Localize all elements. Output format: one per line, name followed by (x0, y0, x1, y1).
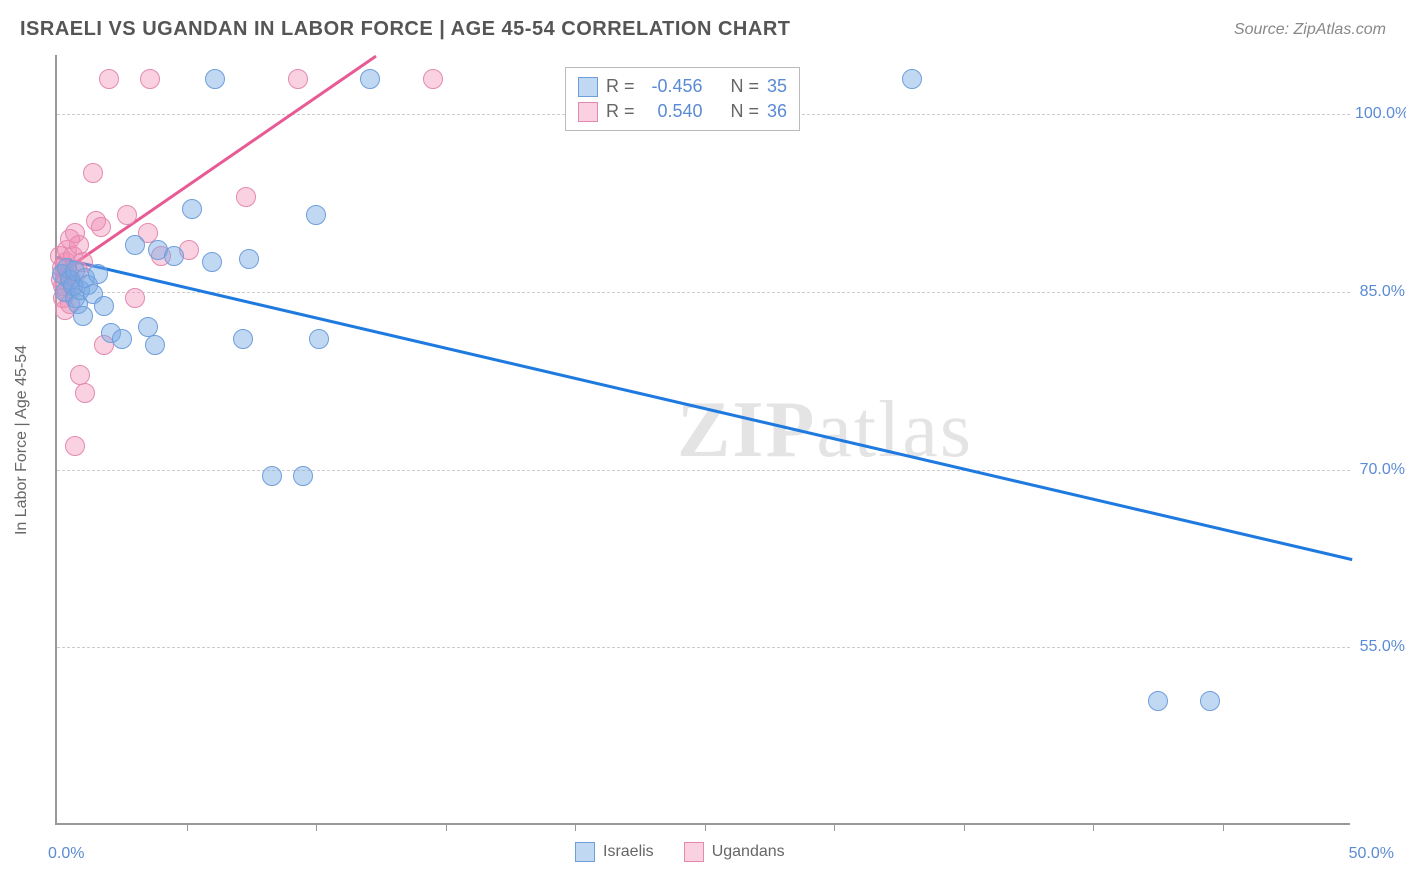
point-israeli (94, 296, 114, 316)
point-ugandan (288, 69, 308, 89)
point-ugandan (65, 436, 85, 456)
y-tick-label: 100.0% (1355, 105, 1405, 123)
x-tick (316, 823, 317, 831)
x-tick (575, 823, 576, 831)
point-israeli (306, 205, 326, 225)
legend-label: Israelis (603, 843, 654, 861)
gridline (57, 470, 1350, 471)
r-value: -0.456 (643, 76, 703, 97)
watermark: ZIPatlas (677, 385, 973, 476)
point-ugandan (91, 217, 111, 237)
source-label: Source: ZipAtlas.com (1234, 21, 1386, 39)
x-tick (834, 823, 835, 831)
point-israeli (902, 69, 922, 89)
point-israeli (145, 335, 165, 355)
point-israeli (125, 235, 145, 255)
trendline-israelis (57, 256, 1353, 561)
r-label: R = (606, 101, 635, 122)
legend-item: Ugandans (684, 842, 785, 862)
legend-label: Ugandans (712, 843, 785, 861)
point-ugandan (125, 288, 145, 308)
point-israeli (88, 264, 108, 284)
point-israeli (233, 329, 253, 349)
y-tick-label: 85.0% (1355, 283, 1405, 301)
point-israeli (239, 249, 259, 269)
y-tick-label: 55.0% (1355, 638, 1405, 656)
point-israeli (1200, 691, 1220, 711)
point-israeli (205, 69, 225, 89)
point-israeli (262, 466, 282, 486)
x-tick (187, 823, 188, 831)
x-tick (1093, 823, 1094, 831)
legend-swatch (578, 102, 598, 122)
point-israeli (182, 199, 202, 219)
point-israeli (360, 69, 380, 89)
r-label: R = (606, 76, 635, 97)
n-label: N = (731, 101, 760, 122)
scatter-plot: ZIPatlas 100.0%85.0%70.0%55.0% (55, 55, 1350, 825)
point-israeli (309, 329, 329, 349)
x-min-label: 0.0% (48, 845, 84, 863)
point-ugandan (69, 235, 89, 255)
point-israeli (202, 252, 222, 272)
point-ugandan (99, 69, 119, 89)
point-ugandan (117, 205, 137, 225)
title-bar: ISRAELI VS UGANDAN IN LABOR FORCE | AGE … (20, 18, 1386, 41)
point-ugandan (83, 163, 103, 183)
legend-swatch (684, 842, 704, 862)
n-value: 35 (767, 76, 787, 97)
point-ugandan (423, 69, 443, 89)
point-israeli (164, 246, 184, 266)
n-label: N = (731, 76, 760, 97)
series-legend: Israelis Ugandans (575, 842, 785, 862)
correlation-stats-box: R = -0.456 N = 35 R = 0.540 N = 36 (565, 67, 800, 131)
point-israeli (73, 306, 93, 326)
x-tick (446, 823, 447, 831)
y-tick-label: 70.0% (1355, 461, 1405, 479)
x-tick (1223, 823, 1224, 831)
stats-row: R = -0.456 N = 35 (578, 74, 787, 99)
chart-title: ISRAELI VS UGANDAN IN LABOR FORCE | AGE … (20, 18, 790, 41)
gridline (57, 647, 1350, 648)
point-ugandan (236, 187, 256, 207)
point-israeli (1148, 691, 1168, 711)
n-value: 36 (767, 101, 787, 122)
legend-swatch (575, 842, 595, 862)
y-axis-title: In Labor Force | Age 45-54 (13, 345, 31, 535)
x-max-label: 50.0% (1349, 845, 1394, 863)
point-israeli (293, 466, 313, 486)
legend-item: Israelis (575, 842, 654, 862)
point-israeli (112, 329, 132, 349)
point-ugandan (140, 69, 160, 89)
x-tick (964, 823, 965, 831)
legend-swatch (578, 77, 598, 97)
watermark-rest: atlas (816, 386, 973, 474)
gridline (57, 292, 1350, 293)
stats-row: R = 0.540 N = 36 (578, 99, 787, 124)
x-tick (705, 823, 706, 831)
r-value: 0.540 (643, 101, 703, 122)
point-ugandan (75, 383, 95, 403)
